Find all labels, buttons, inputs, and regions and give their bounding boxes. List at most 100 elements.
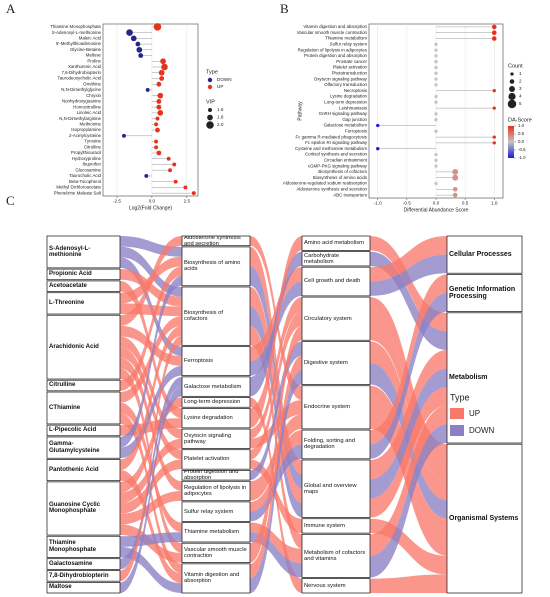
node <box>181 542 251 563</box>
flow <box>120 347 182 460</box>
node <box>301 385 371 430</box>
node <box>446 443 523 594</box>
colorbar <box>508 126 514 158</box>
y-tick-label: Beta-Tocopherol <box>69 179 101 184</box>
node-label: 7,8-Dihydrobiopterin <box>49 571 109 579</box>
flow <box>250 414 302 501</box>
dot <box>452 192 458 198</box>
dot <box>157 110 164 116</box>
y-tick-label: Galactose metabolism <box>324 123 368 128</box>
flow <box>370 368 447 499</box>
flow <box>250 370 302 593</box>
node-label: Vascular smooth muscle contraction <box>184 546 247 559</box>
node <box>301 341 371 385</box>
y-tick-label: Chrysin <box>86 93 101 98</box>
node <box>181 480 251 502</box>
dot <box>135 41 141 47</box>
node-label: Aldosterone synthesis and secretion <box>184 236 241 246</box>
node-label: Pantothenic Acid <box>49 465 99 473</box>
flow <box>120 470 182 584</box>
y-tick-label: Cortisol synthesis and secretion <box>305 152 368 157</box>
y-tick-label: Phototransduction <box>332 70 368 75</box>
node <box>181 376 251 397</box>
dot <box>434 158 438 162</box>
y-tick-label: Maltose <box>86 53 102 58</box>
node-label: Galactose metabolism <box>184 383 242 390</box>
dot <box>156 150 162 156</box>
ribbons <box>120 236 447 593</box>
legend-size-dot <box>510 72 514 76</box>
flow <box>120 336 182 439</box>
y-tick-label: Cysteine and methionine metabolism <box>295 146 367 151</box>
y-tick-label: ABC transporters <box>333 192 367 197</box>
flow <box>120 325 182 366</box>
node <box>301 459 371 518</box>
node-label: Folding, sorting and degradation <box>304 438 355 451</box>
node-label: S-Adenosyl-L-methionine <box>49 244 91 258</box>
y-tick-label: Fc epsilon RI signaling pathway <box>305 140 368 145</box>
legend-label: 4 <box>519 94 522 99</box>
dot <box>376 123 380 128</box>
y-tick-label: Platelet activation <box>333 65 368 70</box>
node <box>181 346 251 377</box>
y-tick-label: cGMP-PKG signaling pathway <box>308 163 368 168</box>
y-tick-label: Olfactory transduction <box>324 82 367 87</box>
node <box>46 424 121 437</box>
legend-label: 2 <box>519 79 522 84</box>
y-tick-label: Xanthurenic Acid <box>68 64 102 69</box>
dot <box>491 30 497 35</box>
node <box>181 449 251 470</box>
legend-label: 5 <box>519 101 522 106</box>
legend-size-dot <box>509 86 515 92</box>
node-label: Carbohydrate metabolism <box>304 252 340 265</box>
node-label: Metabolism <box>449 374 488 382</box>
dot <box>157 92 164 99</box>
flow <box>250 266 302 489</box>
dot <box>491 36 497 41</box>
legend-title: Type <box>206 69 218 75</box>
dot <box>183 185 188 190</box>
node <box>181 428 251 449</box>
node-label: Amino acid metabolism <box>304 240 364 247</box>
node <box>181 286 251 346</box>
colorbar-label: -1.0 <box>518 155 526 160</box>
dot <box>434 118 438 122</box>
flow <box>250 325 302 563</box>
x-tick-label: 2.5 <box>184 199 191 204</box>
node <box>46 535 121 558</box>
flow <box>120 491 182 525</box>
y-tick-label: Proline <box>87 58 101 63</box>
node <box>446 235 523 274</box>
dot <box>434 48 438 52</box>
x-axis-label: Log2(Fold Change) <box>129 205 172 211</box>
y-tick-label: Ferroptosis <box>345 128 368 133</box>
legend-swatch <box>450 408 464 419</box>
legend-size-dot <box>509 79 515 84</box>
node-label: Maltose <box>49 583 72 591</box>
legend-label: 1 <box>519 71 522 76</box>
node <box>181 470 251 481</box>
y-tick-label: Vitamin digestion and absorption <box>303 24 367 29</box>
node-label: Gamma-Glutamylcysteine <box>49 440 100 454</box>
y-tick-label: Long-term depression <box>324 99 367 104</box>
node-label: Protein digestion and absorption <box>184 470 239 481</box>
node <box>46 268 121 281</box>
node-label: L-Pipecolic Acid <box>49 426 97 434</box>
node-label: Biosynthesis of cofactors <box>184 310 223 323</box>
dot <box>434 83 438 87</box>
flow <box>370 424 447 578</box>
node-label: Digestive system <box>304 359 348 366</box>
y-tick-label: Biosynthesis of amino acids <box>313 175 368 180</box>
legend-size-dot <box>206 121 214 129</box>
dot <box>155 116 160 121</box>
dot <box>166 156 171 161</box>
node <box>301 578 371 594</box>
y-tick-label: Ibuprofen <box>82 162 101 167</box>
y-tick-label: Oxytocin signaling pathway <box>314 76 368 81</box>
node <box>46 292 121 315</box>
y-tick-label: Aldosterone-regulated sodium reabsorptio… <box>283 181 368 186</box>
legend-title: Type <box>450 392 470 402</box>
legend-swatch <box>207 84 213 90</box>
node-label: Cell growth and death <box>304 278 361 285</box>
